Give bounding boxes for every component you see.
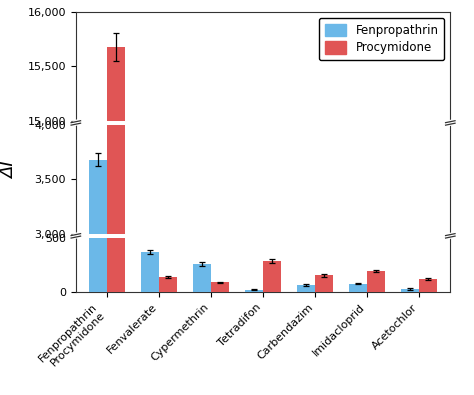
Bar xyxy=(141,252,159,292)
Legend: Fenpropathrin, Procymidone: Fenpropathrin, Procymidone xyxy=(319,18,445,60)
Bar xyxy=(315,275,333,292)
Bar xyxy=(107,0,125,292)
Bar xyxy=(159,277,177,292)
Text: ΔI: ΔI xyxy=(0,161,18,179)
Bar xyxy=(401,289,419,292)
Bar xyxy=(349,284,367,292)
Bar xyxy=(89,0,107,292)
Bar xyxy=(367,271,385,292)
Bar xyxy=(89,160,107,395)
Bar xyxy=(245,290,263,292)
Bar xyxy=(107,47,125,395)
Bar xyxy=(263,261,281,292)
Bar xyxy=(193,264,211,292)
Bar xyxy=(297,285,315,292)
Bar xyxy=(211,282,229,292)
Bar xyxy=(419,279,438,292)
Bar xyxy=(107,0,125,395)
